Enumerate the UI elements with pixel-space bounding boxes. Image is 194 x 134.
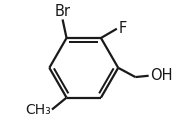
Text: F: F (118, 21, 126, 36)
Text: Br: Br (55, 4, 71, 19)
Text: CH₃: CH₃ (26, 103, 51, 117)
Text: OH: OH (150, 68, 172, 83)
